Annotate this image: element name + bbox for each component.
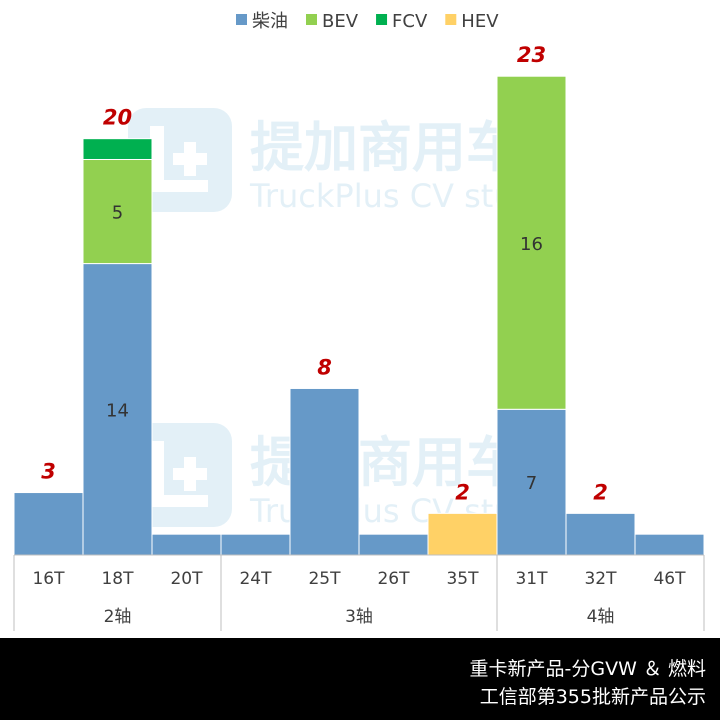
bar-segment [220,533,291,556]
watermark-logo-icon [184,142,196,176]
tick-label: 20T [170,569,203,589]
bar-segment [82,263,153,556]
bar-segment [496,408,567,556]
watermark-logo-icon [173,468,207,480]
group-label: 3轴 [345,607,373,627]
legend-label: 柴油 [252,11,288,32]
legend: 柴油 BEV FCV HEV [236,11,499,32]
segment-label: 14 [106,400,129,421]
total-label: 8 [317,355,332,379]
segment-label: 16 [520,234,543,255]
data-labels: 14 5 7 16 3 20 8 2 23 2 [41,43,608,504]
bar-segment [358,533,429,556]
bar-segment [82,158,153,265]
bar-segment [13,492,84,556]
total-label: 2 [455,480,470,504]
watermark-logo-icon [173,153,207,165]
legend-label: FCV [392,11,428,32]
group-label: 4轴 [587,607,615,627]
bar-segment [151,533,222,556]
legend-swatch [445,14,457,25]
watermark-logo-icon [150,495,208,507]
total-label: 2 [593,480,608,504]
tick-label: 26T [377,569,410,589]
category-axis: 16T 18T 20T 24T 25T 26T 35T 31T 32T 46T 2轴 3轴 4轴 [13,554,705,631]
total-label: 3 [41,460,56,484]
segment-label: 5 [112,203,123,224]
watermark-logo-icon [184,457,196,491]
legend-label: HEV [461,11,499,32]
bar-segment [496,75,567,410]
watermark-text: 提加商用车 [250,116,520,179]
bar-segment [82,138,153,160]
bar-segment [427,512,498,556]
bar-segment [634,533,705,556]
tick-label: 32T [584,569,617,589]
legend-swatch [306,14,317,25]
legend-label: BEV [322,11,359,32]
group-label: 2轴 [104,607,132,627]
watermark-logo-icon [128,423,232,527]
watermark-logo-icon [150,126,164,192]
legend-swatch [236,14,247,25]
watermark-logo-icon [150,441,164,507]
bar-segment [565,512,636,556]
total-label: 23 [517,43,546,67]
watermark-logo-icon [150,180,208,192]
segment-label: 7 [526,473,537,494]
footer-title: 重卡新产品-分GVW ＆ 燃料 [469,658,706,680]
footer-subtitle: 工信部第355批新产品公示 [479,686,706,708]
tick-label: 24T [239,569,272,589]
tick-label: 46T [653,569,686,589]
tick-label: 25T [308,569,341,589]
watermark-logo-icon [128,108,232,212]
tick-label: 18T [101,569,134,589]
bar-segment [289,387,360,556]
tick-label: 31T [515,569,548,589]
tick-label: 16T [32,569,65,589]
total-label: 20 [103,106,132,130]
legend-swatch [376,14,388,25]
bars [13,75,705,556]
tick-label: 35T [446,569,479,589]
footer-banner: 重卡新产品-分GVW ＆ 燃料 工信部第355批新产品公示 [0,638,720,720]
